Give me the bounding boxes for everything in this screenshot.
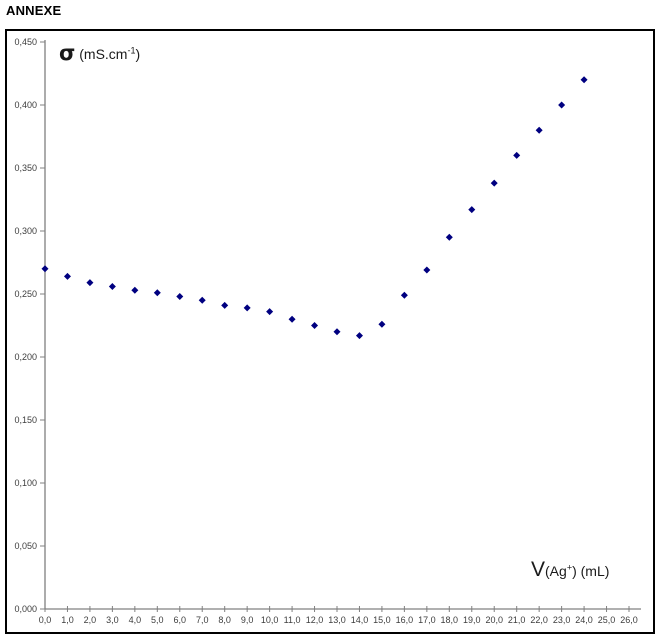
x-tick-label: 18,0 (441, 615, 459, 625)
y-tick-label: 0,300 (14, 226, 37, 236)
x-tick-label: 15,0 (373, 615, 391, 625)
data-point (198, 296, 206, 304)
y-tick-label: 0,050 (14, 541, 37, 551)
x-tick-label: 22,0 (530, 615, 548, 625)
data-point (311, 322, 319, 329)
y-tick-label: 0,250 (14, 289, 37, 299)
data-point (108, 282, 116, 290)
data-point (580, 76, 588, 84)
x-tick-label: 9,0 (241, 615, 254, 625)
x-tick-label: 19,0 (463, 615, 481, 625)
x-tick-label: 7,0 (196, 615, 209, 625)
x-tick-label: 24,0 (575, 615, 593, 625)
data-point (63, 272, 71, 280)
x-axis-title: V(Ag+) (mL) (531, 558, 609, 582)
x-tick-label: 8,0 (218, 615, 231, 625)
data-point (86, 279, 94, 287)
x-tick-label: 26,0 (620, 615, 638, 625)
data-point (288, 315, 296, 323)
y-axis-unit: (mS.cm-1) (75, 45, 141, 62)
y-tick-label: 0,200 (14, 352, 37, 362)
data-point (41, 265, 49, 273)
data-point (490, 179, 498, 187)
y-tick-label: 0,000 (14, 604, 37, 614)
x-tick-label: 12,0 (306, 615, 324, 625)
data-point (153, 289, 161, 297)
y-tick-label: 0,100 (14, 478, 37, 488)
x-tick-label: 10,0 (261, 615, 279, 625)
x-tick-label: 6,0 (174, 615, 187, 625)
x-tick-label: 4,0 (129, 615, 142, 625)
x-tick-label: 2,0 (84, 615, 97, 625)
data-point (558, 101, 566, 109)
x-tick-label: 11,0 (284, 615, 301, 625)
data-point (468, 206, 476, 214)
data-point (535, 126, 543, 134)
x-tick-label: 14,0 (351, 615, 369, 625)
data-point (221, 301, 229, 309)
x-tick-label: 1,0 (61, 615, 74, 625)
data-point (333, 328, 341, 336)
x-tick-label: 3,0 (106, 615, 119, 625)
y-tick-label: 0,400 (14, 100, 37, 110)
x-tick-label: 17,0 (418, 615, 436, 625)
y-axis-title: σ (mS.cm-1) (59, 41, 140, 65)
volume-symbol: V (531, 558, 546, 581)
data-point (131, 286, 139, 294)
x-tick-label: 0,0 (39, 615, 52, 625)
x-tick-label: 25,0 (598, 615, 616, 625)
x-tick-label: 23,0 (553, 615, 571, 625)
data-point (355, 332, 363, 340)
data-point (400, 291, 408, 299)
x-tick-label: 16,0 (396, 615, 414, 625)
data-point (378, 320, 386, 328)
chart-frame: 0,000 0,050 0,100 0,150 0,200 0,250 0,300 0,350… (5, 29, 655, 634)
data-point (423, 266, 431, 274)
x-tick-label: 5,0 (151, 615, 164, 625)
conductivity-scatter-chart: 0,000 0,050 0,100 0,150 0,200 0,250 0,300 0,350… (14, 37, 641, 625)
x-tick-label: 20,0 (485, 615, 503, 625)
data-point (266, 308, 274, 316)
y-tick-label: 0,150 (14, 415, 37, 425)
sigma-symbol: σ (59, 41, 76, 65)
page-title: ANNEXE (6, 3, 62, 18)
x-tick-label: 21,0 (508, 615, 526, 625)
x-axis-unit: (Ag+) (mL) (545, 562, 610, 579)
x-tick-label: 13,0 (328, 615, 346, 625)
data-point (445, 233, 453, 241)
y-tick-label: 0,350 (14, 163, 37, 173)
data-point (243, 304, 251, 312)
data-point (176, 293, 184, 301)
y-tick-label: 0,450 (14, 37, 37, 47)
data-point (513, 151, 521, 159)
